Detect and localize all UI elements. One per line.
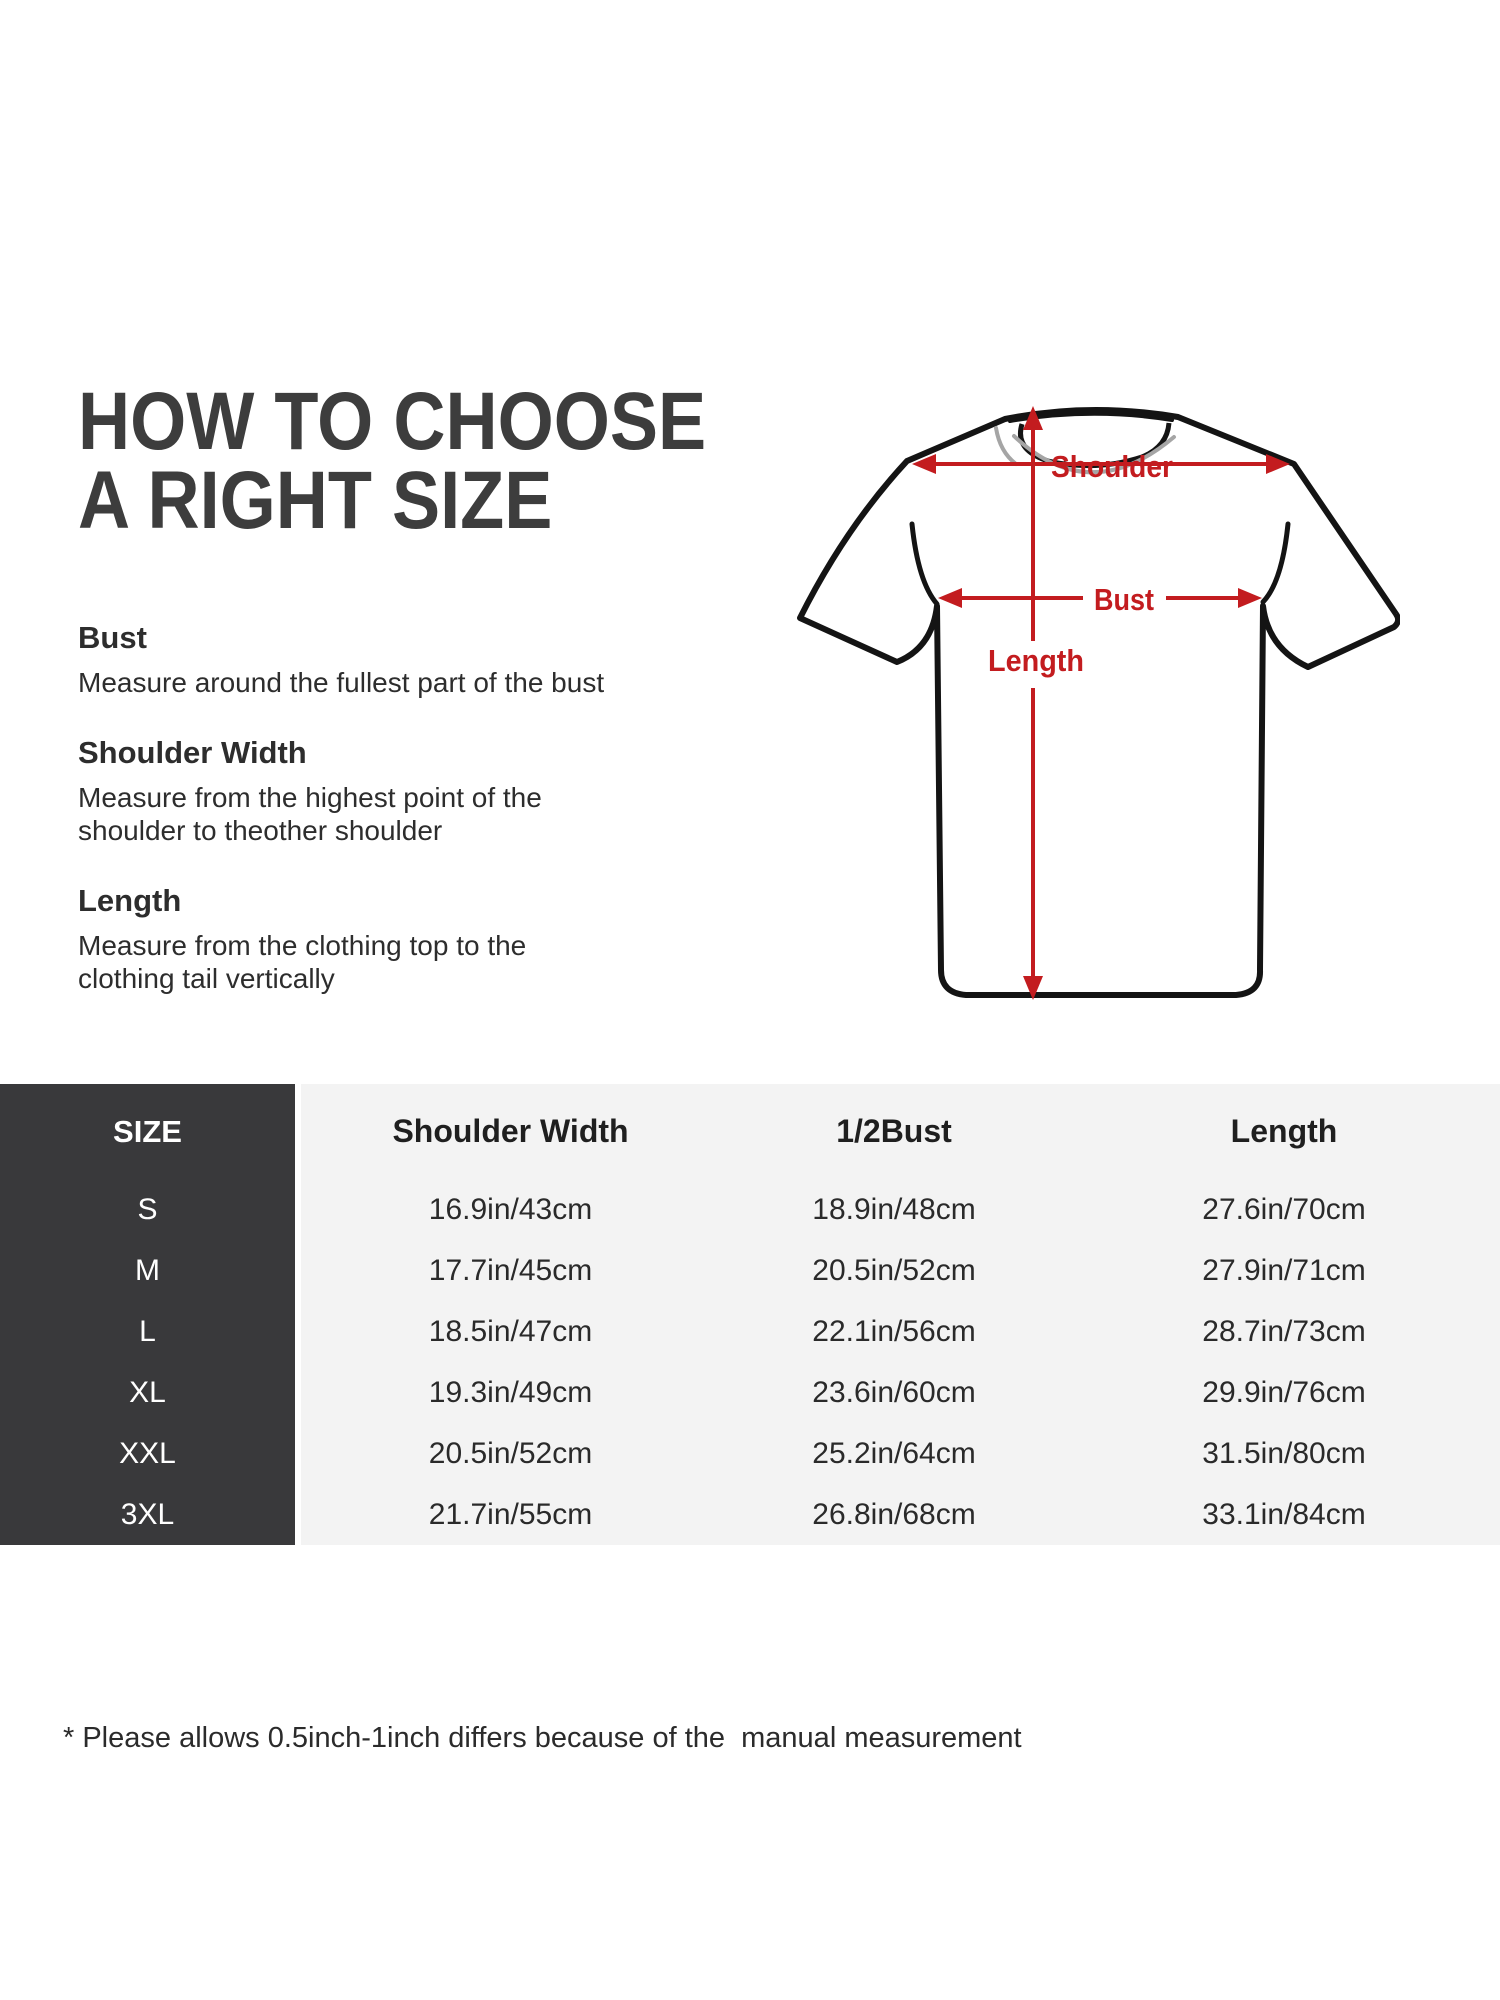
size-cell-xl: XL [129, 1375, 166, 1409]
table-cell: 31.5in/80cm [1202, 1436, 1366, 1470]
size-cell-s: S [137, 1192, 158, 1226]
table-cell: 27.6in/70cm [1202, 1192, 1366, 1226]
measurement-definitions: Bust Measure around the fullest part of … [78, 620, 678, 995]
table-cell: 20.5in/52cm [428, 1436, 593, 1470]
table-cell: 27.9in/71cm [1202, 1253, 1366, 1287]
definition-bust: Bust Measure around the fullest part of … [78, 620, 678, 699]
table-cell: 18.9in/48cm [812, 1192, 976, 1226]
size-column: SIZE S M L XL XXL 3XL [0, 1084, 295, 1545]
table-cell: 21.7in/55cm [428, 1497, 593, 1531]
table-values-panel: Shoulder Width 16.9in/43cm 17.7in/45cm 1… [301, 1084, 1500, 1545]
table-cell: 29.9in/76cm [1202, 1375, 1366, 1409]
definition-term: Length [78, 883, 182, 918]
length-header: Length [1230, 1113, 1338, 1149]
tshirt-measurement-diagram: Shoulder Bust Length [797, 406, 1400, 1000]
shoulder-width-column: Shoulder Width 16.9in/43cm 17.7in/45cm 1… [301, 1084, 720, 1545]
table-cell: 16.9in/43cm [428, 1192, 593, 1226]
length-arrow: Length [988, 406, 1084, 1000]
size-cell-xxl: XXL [119, 1436, 176, 1470]
definition-term: Shoulder Width [78, 735, 307, 770]
size-column-header: SIZE [113, 1113, 182, 1149]
size-cell-3xl: 3XL [120, 1497, 175, 1531]
table-cell: 33.1in/84cm [1202, 1497, 1366, 1531]
table-cell: 26.8in/68cm [812, 1497, 976, 1531]
tshirt-outline [797, 407, 1400, 998]
definition-desc: Measure around the fullest part of the b… [78, 667, 605, 698]
definition-desc: clothing tail vertically [78, 963, 335, 994]
table-cell: 19.3in/49cm [428, 1375, 593, 1409]
armhole-seam-right [1260, 521, 1291, 605]
definition-shoulder-width: Shoulder Width Measure from the highest … [78, 735, 678, 847]
definition-desc: shoulder to theother shoulder [78, 815, 443, 846]
table-cell: 18.5in/47cm [428, 1314, 593, 1348]
half-bust-header: 1/2Bust [836, 1113, 952, 1149]
table-cell: 28.7in/73cm [1202, 1314, 1366, 1348]
table-cell: 20.5in/52cm [812, 1253, 976, 1287]
page-title-line1: HOW TO CHOOSE [78, 376, 707, 467]
table-cell: 17.7in/45cm [428, 1253, 593, 1287]
shoulder-arrow: Shoulder [912, 449, 1290, 484]
bust-arrow: Bust [938, 582, 1262, 617]
table-cell: 25.2in/64cm [812, 1436, 976, 1470]
shoulder-width-header: Shoulder Width [392, 1113, 629, 1149]
page-title-line2: A RIGHT SIZE [78, 455, 553, 546]
definition-desc: Measure from the highest point of the [78, 782, 542, 813]
page-title: HOW TO CHOOSE A RIGHT SIZE [78, 376, 707, 546]
measurement-footnote: * Please allows 0.5inch-1inch differs be… [63, 1722, 1022, 1754]
half-bust-column: 1/2Bust 18.9in/48cm 20.5in/52cm 22.1in/5… [720, 1084, 1068, 1545]
shoulder-label: Shoulder [1051, 449, 1173, 484]
size-table: SIZE S M L XL XXL 3XL Shoulder Width 16.… [0, 1084, 1500, 1545]
bust-label: Bust [1094, 582, 1154, 617]
definition-desc: Measure from the clothing top to the [78, 930, 527, 961]
size-cell-l: L [139, 1314, 156, 1348]
definition-term: Bust [78, 620, 147, 655]
length-column: Length 27.6in/70cm 27.9in/71cm 28.7in/73… [1068, 1084, 1500, 1545]
table-cell: 23.6in/60cm [812, 1375, 976, 1409]
length-label: Length [988, 643, 1084, 678]
definition-length: Length Measure from the clothing top to … [78, 883, 678, 995]
collar-shadow-left [994, 426, 1018, 466]
size-cell-m: M [135, 1253, 160, 1287]
table-cell: 22.1in/56cm [812, 1314, 976, 1348]
armhole-seam-left [909, 521, 940, 607]
